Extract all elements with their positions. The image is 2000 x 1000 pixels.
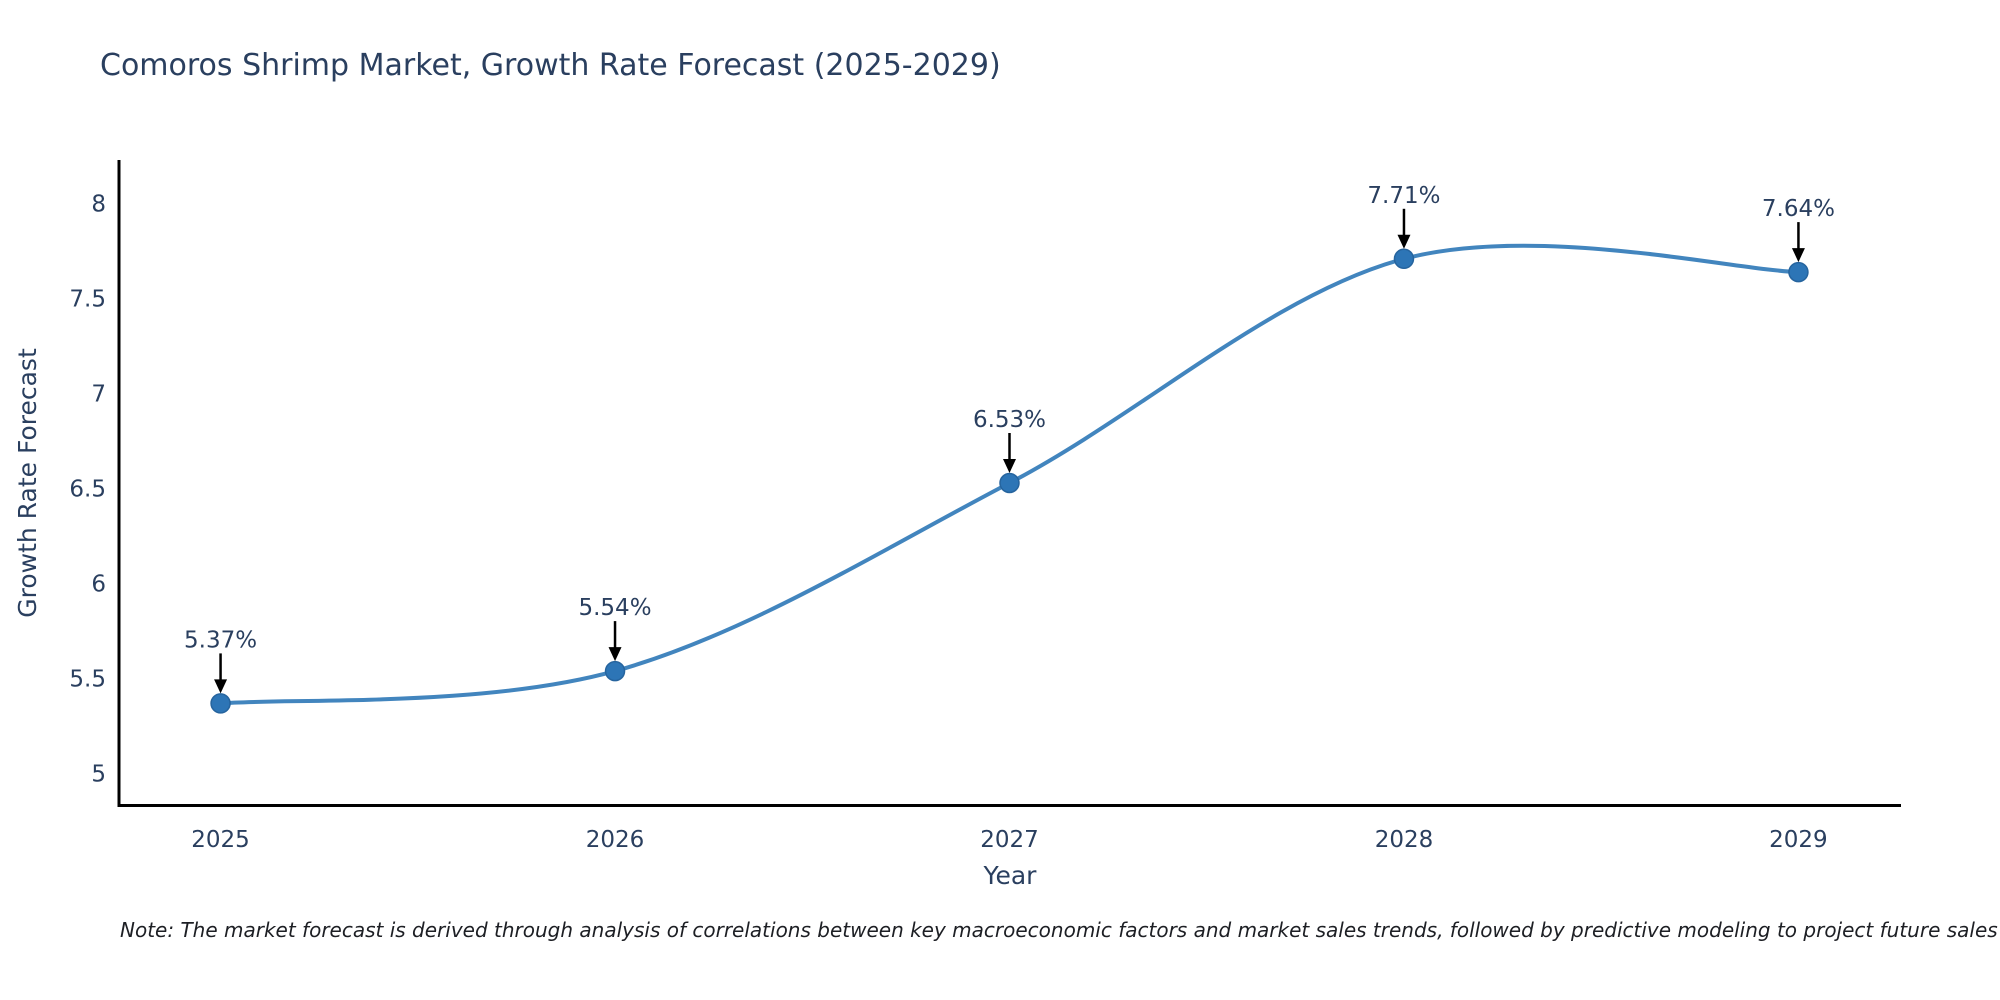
y-tick-label: 6.5	[69, 477, 106, 503]
x-axis-ticks: 2025 2026 2027 2028 2029	[191, 827, 1827, 853]
x-axis-title: Year	[983, 861, 1038, 890]
data-point[interactable]	[210, 693, 231, 714]
series-markers	[210, 248, 1809, 714]
x-tick-label: 2028	[1375, 827, 1434, 853]
x-tick-label: 2027	[980, 827, 1039, 853]
y-tick-label: 5.5	[69, 667, 106, 693]
x-tick-label: 2026	[586, 827, 645, 853]
data-point[interactable]	[1788, 261, 1809, 283]
y-tick-label: 5	[91, 762, 106, 788]
y-tick-label: 6	[91, 572, 106, 598]
y-tick-label: 8	[91, 192, 106, 218]
annotation-arrowhead	[1003, 459, 1016, 473]
point-annotation-label: 5.54%	[578, 595, 651, 621]
annotation-arrowhead	[608, 647, 622, 662]
y-tick-label: 7.5	[69, 287, 106, 313]
annotation-arrowhead	[214, 679, 228, 694]
chart-title: Comoros Shrimp Market, Growth Rate Forec…	[100, 48, 1001, 83]
y-axis-title: Growth Rate Forecast	[13, 348, 42, 618]
point-annotation-label: 5.37%	[184, 627, 257, 653]
footnote: Note: The market forecast is derived thr…	[120, 918, 1998, 942]
data-point[interactable]	[1393, 248, 1415, 270]
data-point[interactable]	[604, 660, 626, 682]
x-tick-label: 2029	[1769, 827, 1828, 853]
y-axis-ticks: 5 5.5 6 6.5 7 7.5 8	[69, 192, 106, 788]
data-point[interactable]	[999, 472, 1020, 494]
point-annotation-label: 7.64%	[1762, 196, 1835, 222]
annotation-arrowhead	[1791, 248, 1805, 263]
point-annotations: 5.37% 5.54% 6.53% 7.71% 7.64%	[184, 183, 1835, 694]
annotation-arrowhead	[1397, 234, 1411, 249]
x-tick-label: 2025	[191, 827, 250, 853]
point-annotation-label: 6.53%	[973, 407, 1046, 433]
point-annotation-label: 7.71%	[1367, 183, 1440, 209]
y-tick-label: 7	[91, 382, 106, 408]
